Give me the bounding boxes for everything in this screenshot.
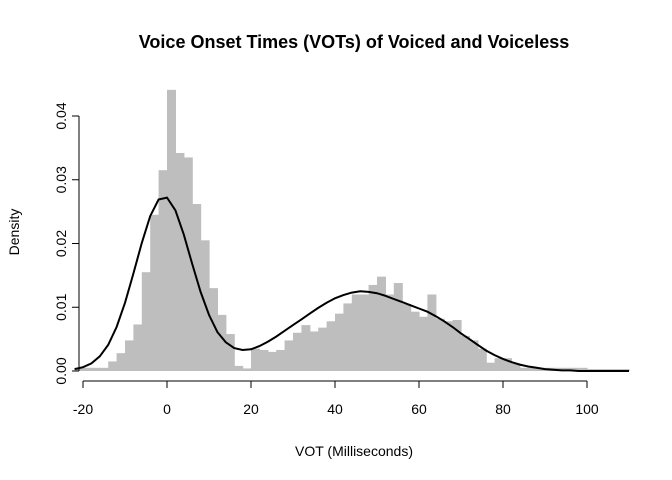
histogram-bar	[351, 294, 361, 371]
histogram-bar	[284, 340, 294, 371]
histogram-bar	[528, 367, 538, 371]
histogram-bar	[477, 348, 487, 371]
histogram-bar	[427, 294, 437, 371]
histogram-bar	[511, 363, 521, 371]
histogram-bar	[276, 349, 286, 371]
histogram-bar	[503, 358, 512, 371]
x-tick-label: 20	[243, 401, 259, 417]
histogram-bar	[99, 367, 109, 371]
histogram-bar	[259, 349, 269, 371]
histogram-bar	[217, 314, 227, 371]
histogram-bar	[125, 340, 134, 371]
histogram-bar	[461, 335, 470, 371]
y-axis: 0.00 0.01 0.02 0.03 0.04	[53, 102, 80, 385]
histogram-bar	[83, 367, 92, 371]
histogram-bar	[393, 283, 403, 371]
histogram-bar	[234, 365, 244, 371]
x-tick-label: 100	[575, 401, 599, 417]
histogram-bars	[74, 89, 630, 372]
histogram-bar	[419, 316, 428, 371]
histogram-bar	[209, 288, 218, 371]
x-tick-label: 80	[495, 401, 511, 417]
histogram-bar	[452, 320, 462, 371]
x-tick-label: -20	[73, 401, 93, 417]
histogram-bar	[377, 276, 386, 371]
x-axis-label: VOT (Milliseconds)	[295, 443, 413, 459]
histogram-bar	[570, 367, 580, 371]
histogram-bar	[183, 157, 193, 371]
histogram-bar	[326, 321, 336, 371]
y-tick-label: 0.02	[53, 230, 69, 257]
histogram-bar	[343, 303, 353, 371]
histogram-bar	[116, 353, 126, 371]
histogram-bar	[360, 294, 370, 371]
x-axis: -20 0 20 40 60 80 100	[73, 380, 599, 417]
histogram-bar	[486, 362, 496, 371]
y-tick-label: 0.00	[53, 357, 69, 384]
histogram-bar	[469, 340, 479, 371]
density-curve	[74, 196, 629, 372]
y-tick-label: 0.03	[53, 166, 69, 193]
x-tick-label: 60	[411, 401, 427, 417]
histogram-bar	[578, 367, 588, 371]
histogram-bar	[435, 318, 445, 371]
histogram-bar	[192, 203, 202, 371]
histogram-bar	[494, 358, 504, 371]
histogram-bar	[251, 348, 260, 371]
histogram-bar	[108, 361, 118, 371]
histogram-bar	[385, 294, 395, 371]
histogram-bar	[175, 152, 185, 371]
histogram-bar	[368, 284, 378, 371]
y-axis-label: Density	[6, 209, 22, 256]
histogram-bar	[91, 367, 101, 371]
histogram-bar	[519, 367, 529, 371]
histogram-bar	[167, 89, 176, 372]
chart-title: Voice Onset Times (VOTs) of Voiced and V…	[139, 32, 569, 52]
histogram-bar	[242, 368, 252, 371]
x-tick-label: 40	[327, 401, 343, 417]
histogram-bar	[444, 321, 454, 371]
histogram-bar	[335, 313, 344, 371]
histogram-bar	[158, 170, 168, 371]
histogram-bar	[402, 304, 412, 371]
histogram-bar	[141, 272, 151, 371]
y-tick-label: 0.01	[53, 293, 69, 320]
histogram-bar	[150, 214, 160, 371]
histogram-bar	[410, 311, 420, 371]
histogram-bar	[293, 332, 302, 371]
histogram-bar	[133, 324, 143, 371]
histogram-bar	[318, 327, 328, 371]
histogram-bar	[309, 331, 319, 371]
histogram-bar	[225, 334, 235, 371]
y-tick-label: 0.04	[53, 102, 69, 129]
histogram-bar	[301, 325, 311, 371]
histogram-bar	[267, 351, 277, 371]
x-tick-label: 0	[163, 401, 171, 417]
